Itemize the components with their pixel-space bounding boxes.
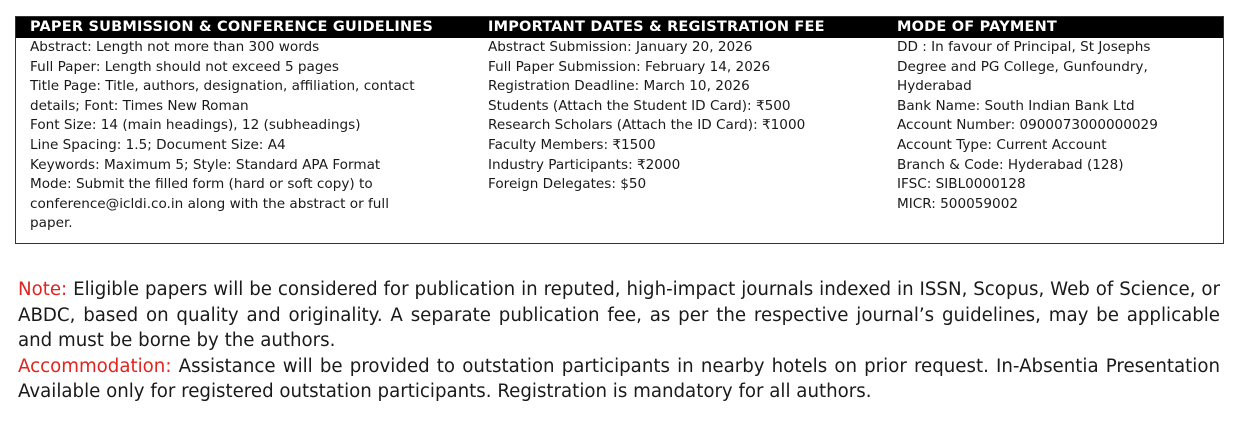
payment-line: Branch & Code: Hyderabad (128) <box>897 156 1124 173</box>
payment-line: Account Number: 0900073000000029 <box>897 117 1158 134</box>
guidelines-line: Abstract: Length not more than 300 words <box>30 39 320 55</box>
payment-line: DD : In favour of Principal, St Josephs <box>897 39 1151 55</box>
guidelines-line: paper. <box>30 215 73 232</box>
accommodation-text: Assistance will be provided to outstatio… <box>18 355 1220 403</box>
dates-list: Abstract Submission: January 20, 2026 Ful… <box>488 38 825 195</box>
payment-list: DD : In favour of Principal, St Josephs D… <box>897 38 1158 214</box>
guidelines-line: Line Spacing: 1.5; Document Size: A4 <box>30 136 286 153</box>
guidelines-line: Keywords: Maximum 5; Style: Standard APA… <box>30 156 381 173</box>
accommodation-label: Accommodation: <box>18 355 172 377</box>
guidelines-heading: PAPER SUBMISSION & CONFERENCE GUIDELINES <box>30 19 434 35</box>
payment-column: MODE OF PAYMENT DD : In favour of Princi… <box>897 17 1158 214</box>
payment-line: IFSC: SIBL0000128 <box>897 176 1026 193</box>
dates-line: Full Paper Submission: February 14, 2026 <box>488 58 771 75</box>
dates-line: Students (Attach the Student ID Card): ₹… <box>488 97 791 114</box>
header-bar <box>16 17 1223 38</box>
dates-line: Foreign Delegates: $50 <box>488 176 647 193</box>
dates-column: IMPORTANT DATES & REGISTRATION FEE Abstr… <box>488 17 825 195</box>
payment-line: Account Type: Current Account <box>897 136 1107 153</box>
guidelines-line: Mode: Submit the filled form (hard or so… <box>30 176 373 193</box>
guidelines-list: Abstract: Length not more than 300 words… <box>30 38 433 234</box>
dates-heading: IMPORTANT DATES & REGISTRATION FEE <box>488 19 825 35</box>
info-table: PAPER SUBMISSION & CONFERENCE GUIDELINES… <box>15 16 1224 244</box>
dates-line: Industry Participants: ₹2000 <box>488 156 681 173</box>
dates-line: Faculty Members: ₹1500 <box>488 136 656 153</box>
guidelines-line: Font Size: 14 (main headings), 12 (subhe… <box>30 117 361 134</box>
note-label: Note: <box>18 279 68 300</box>
guidelines-line: details; Font: Times New Roman <box>30 97 249 114</box>
notes-section: Note: Eligible papers will be considered… <box>18 277 1220 405</box>
payment-heading: MODE OF PAYMENT <box>897 19 1058 35</box>
guidelines-line: conference@icldi.co.in along with the ab… <box>30 195 389 212</box>
guidelines-line: Full Paper: Length should not exceed 5 p… <box>30 58 339 75</box>
dates-line: Abstract Submission: January 20, 2026 <box>488 39 753 55</box>
dates-line: Research Scholars (Attach the ID Card): … <box>488 117 806 134</box>
payment-line: Degree and PG College, Gunfoundry, <box>897 58 1148 75</box>
payment-line: Hyderabad <box>897 78 972 95</box>
dates-line: Registration Deadline: March 10, 2026 <box>488 78 750 95</box>
payment-line: MICR: 500059002 <box>897 195 1018 212</box>
payment-line: Bank Name: South Indian Bank Ltd <box>897 97 1135 114</box>
note-paragraph: Note: Eligible papers will be considered… <box>18 277 1220 354</box>
guidelines-column: PAPER SUBMISSION & CONFERENCE GUIDELINES… <box>30 17 433 234</box>
guidelines-line: Title Page: Title, authors, designation,… <box>30 78 415 95</box>
note-text: Eligible papers will be considered for p… <box>18 279 1220 351</box>
accommodation-paragraph: Accommodation: Assistance will be provid… <box>18 354 1220 405</box>
